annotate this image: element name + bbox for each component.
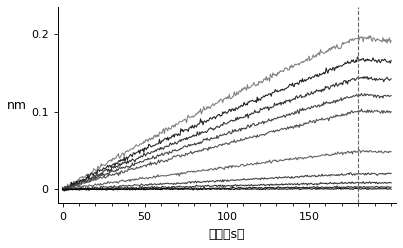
Y-axis label: nm: nm: [7, 99, 27, 112]
X-axis label: 时间（s）: 时间（s）: [209, 228, 245, 241]
